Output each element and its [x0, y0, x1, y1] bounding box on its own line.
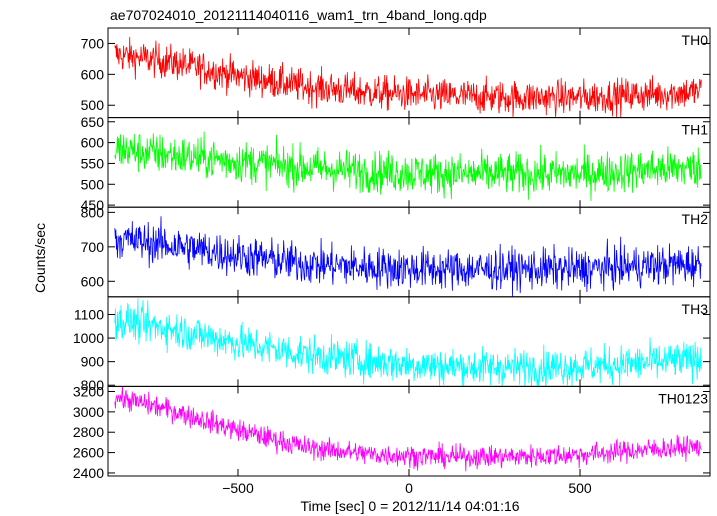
panel-label: TH1 [682, 122, 709, 138]
y-tick-label: 2600 [73, 445, 104, 461]
panel-th3: 800 900 1000 1100 TH3 [73, 296, 711, 393]
y-tick-label: 700 [81, 35, 105, 51]
y-tick-label: 3200 [73, 383, 104, 399]
y-tick-label: 600 [81, 135, 105, 151]
panel-label: TH2 [682, 211, 709, 227]
x-tick-label: 500 [568, 480, 592, 496]
y-tick-label: 600 [81, 66, 105, 82]
y-tick-label: 3000 [73, 404, 104, 420]
panel-label: TH0123 [658, 390, 708, 406]
series-th2 [114, 216, 702, 297]
panel-th0: 500 600 700 TH0 [81, 27, 711, 119]
y-tick-label: 1100 [74, 306, 104, 322]
y-tick-label: 450 [81, 197, 105, 213]
panels: 500 600 700 TH0 450 500 550 600 650 TH1 600 700 800 T… [73, 27, 711, 496]
panel-th0123: 2400 2600 2800 3000 3200 TH0123 [73, 383, 711, 481]
series-th3 [114, 298, 702, 387]
series-th1 [114, 131, 702, 202]
chart-title: ae707024010_20121114040116_wam1_trn_4ban… [110, 7, 487, 23]
y-tick-label: 2800 [73, 424, 104, 440]
y-axis-label: Counts/sec [32, 223, 48, 293]
y-tick-label: 500 [81, 176, 105, 192]
y-tick-label: 500 [81, 97, 105, 113]
series-th0 [114, 36, 702, 118]
x-axis-label: Time [sec] 0 = 2012/11/14 04:01:16 [300, 498, 519, 514]
y-tick-label: 650 [81, 114, 105, 130]
y-tick-label: 700 [81, 239, 105, 255]
y-tick-label: 600 [81, 273, 105, 289]
y-tick-label: 800 [81, 377, 105, 393]
x-tick-label: −500 [222, 480, 254, 496]
panel-label: TH3 [682, 301, 709, 317]
y-tick-label: 900 [81, 354, 105, 370]
y-tick-label: 2400 [73, 465, 104, 481]
panel-th1: 450 500 550 600 650 TH1 [81, 114, 711, 213]
y-tick-label: 800 [81, 204, 105, 220]
x-tick-label: 0 [405, 480, 413, 496]
panel-label: TH0 [682, 32, 709, 48]
panel-th2: 600 700 800 TH2 [81, 204, 711, 298]
series-th0123 [114, 386, 702, 472]
y-tick-label: 550 [81, 155, 105, 171]
y-tick-label: 1000 [73, 330, 104, 346]
